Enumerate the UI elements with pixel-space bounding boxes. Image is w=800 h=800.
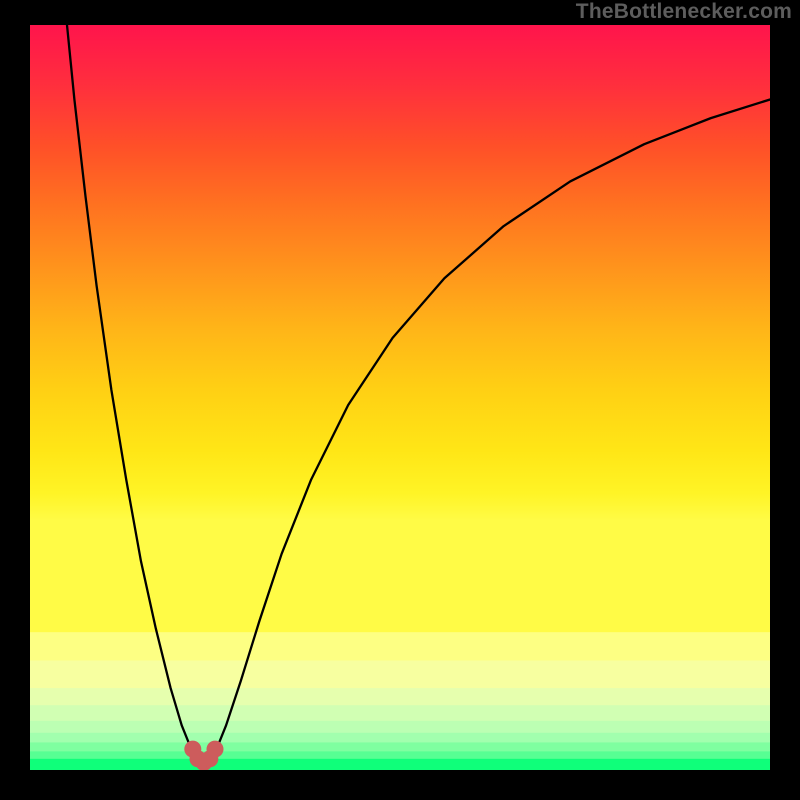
minimum-marker-dot (207, 741, 224, 758)
watermark-text: TheBottlenecker.com (576, 0, 792, 24)
chart-background-stripe (30, 660, 770, 688)
chart-background-stripe (30, 705, 770, 721)
chart-background-stripe (30, 751, 770, 759)
chart-background-stripe (30, 721, 770, 733)
chart-background-stripe (30, 742, 770, 751)
plot-svg (30, 25, 770, 770)
chart-container: TheBottlenecker.com (0, 0, 800, 800)
chart-background-stripe (30, 688, 770, 706)
plot-area (30, 25, 770, 770)
chart-background-stripe (30, 733, 770, 743)
chart-background-stripe (30, 632, 770, 661)
chart-background-stripe (30, 759, 770, 770)
